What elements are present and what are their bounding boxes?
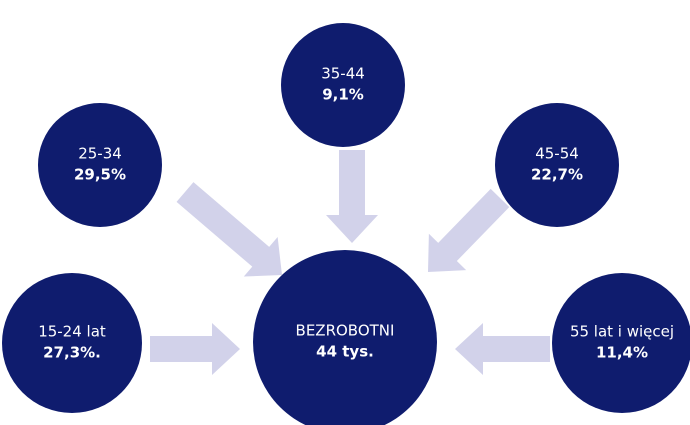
node-label: 55 lat i więcej	[570, 323, 674, 341]
node-value: 22,7%	[531, 166, 583, 184]
node-value: 11,4%	[596, 344, 648, 362]
node-label: 15-24 lat	[38, 323, 106, 341]
node-value: 44 tys.	[316, 343, 374, 361]
age-node	[281, 23, 405, 147]
node-label: 25-34	[78, 145, 122, 163]
age-node	[552, 273, 690, 413]
arrow	[326, 150, 378, 243]
arrow	[455, 323, 550, 375]
age-node	[38, 103, 162, 227]
node-label: 35-44	[321, 65, 365, 83]
node-label: 45-54	[535, 145, 579, 163]
center-node	[253, 250, 437, 425]
arrow	[150, 323, 240, 375]
age-node	[495, 103, 619, 227]
age-node	[2, 273, 142, 413]
node-label: BEZROBOTNI	[296, 322, 395, 340]
node-value: 9,1%	[322, 86, 364, 104]
node-value: 29,5%	[74, 166, 126, 184]
arrows	[150, 150, 550, 375]
arrow	[428, 188, 510, 272]
nodes: BEZROBOTNI 44 tys. 15-24 lat 27,3%. 25-34 29,…	[2, 23, 690, 425]
arrow	[176, 182, 282, 277]
node-value: 27,3%.	[43, 344, 101, 362]
